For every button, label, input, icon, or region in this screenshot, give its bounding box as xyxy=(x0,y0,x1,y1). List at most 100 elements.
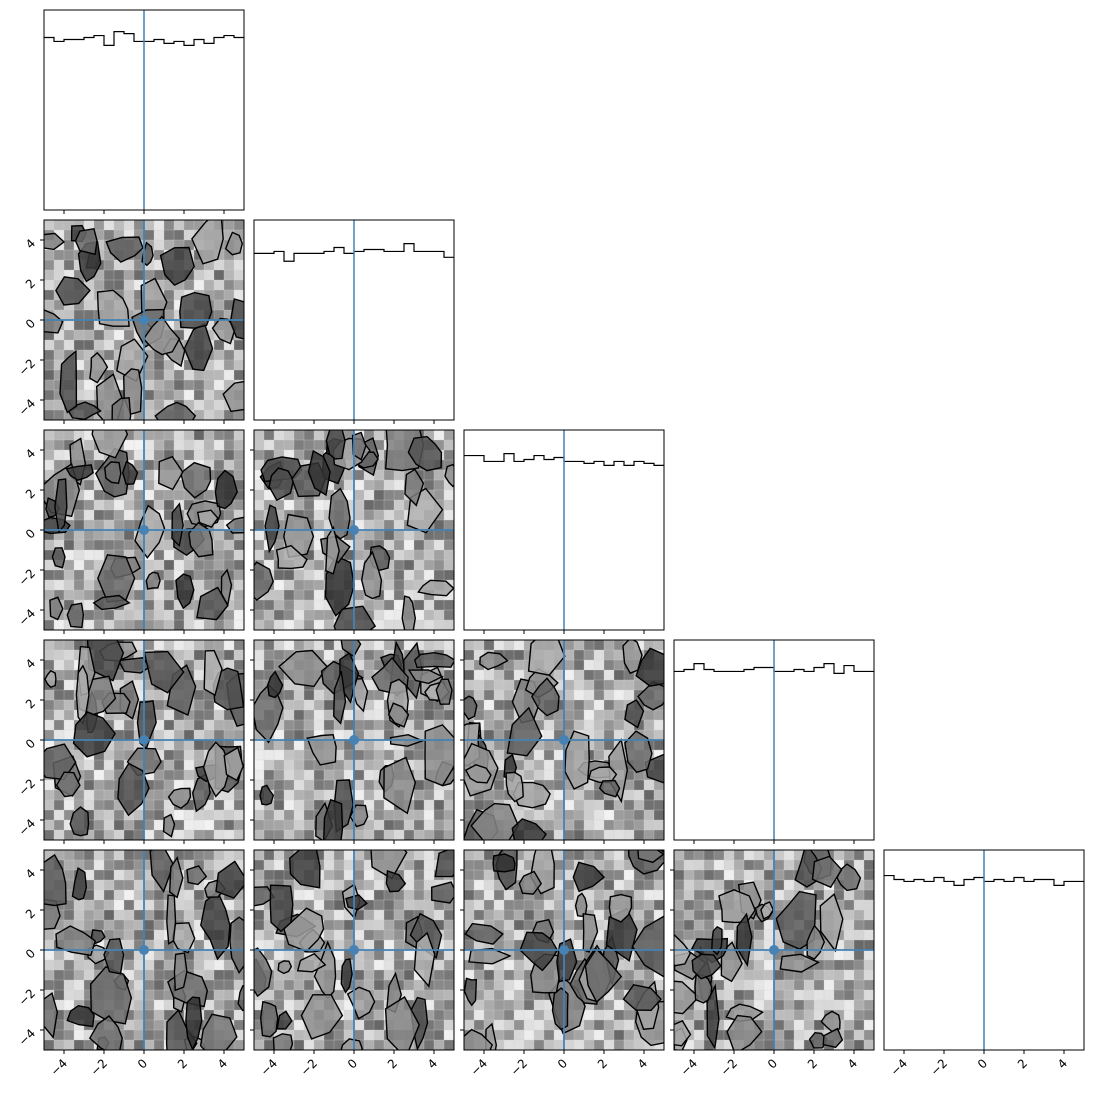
density-cell xyxy=(373,1039,385,1050)
density-cell xyxy=(383,499,395,511)
density-cell xyxy=(63,640,75,651)
density-cell xyxy=(313,699,325,711)
density-cell xyxy=(193,579,205,591)
density-cell xyxy=(103,329,115,341)
density-cell xyxy=(83,339,95,351)
density-cell xyxy=(443,1019,454,1031)
density-cell xyxy=(433,969,445,981)
density-cell xyxy=(403,959,415,971)
density-cell xyxy=(213,459,225,471)
density-cell xyxy=(793,1009,805,1021)
density-cell xyxy=(273,989,285,1001)
density-cell xyxy=(583,669,595,681)
density-cell xyxy=(123,889,135,901)
density-cell xyxy=(273,779,285,791)
density-cell xyxy=(503,909,515,921)
density-cell xyxy=(223,969,235,981)
density-cell xyxy=(363,889,375,901)
density-cell xyxy=(363,1029,375,1041)
contour xyxy=(259,784,275,806)
density-cell xyxy=(563,819,575,831)
density-cell xyxy=(573,669,585,681)
y-tick-label: 0 xyxy=(23,526,38,541)
density-cell xyxy=(643,969,655,981)
density-cell xyxy=(523,1009,535,1021)
density-cell xyxy=(103,749,115,761)
density-cell xyxy=(843,929,855,941)
density-cell xyxy=(313,619,325,630)
density-cell xyxy=(143,220,155,231)
density-cell xyxy=(263,869,275,881)
density-cell xyxy=(254,909,265,921)
density-cell xyxy=(44,969,55,981)
density-cell xyxy=(153,1029,165,1041)
density-cell xyxy=(83,609,95,621)
density-cell xyxy=(853,1019,865,1031)
density-cell xyxy=(353,719,365,731)
density-cell xyxy=(303,589,315,601)
density-cell xyxy=(363,829,375,840)
density-cell xyxy=(233,439,244,451)
density-cell xyxy=(223,649,235,661)
contour xyxy=(385,870,407,893)
density-cell xyxy=(233,649,244,661)
density-cell xyxy=(254,439,265,451)
density-cell xyxy=(83,479,95,491)
density-cell xyxy=(163,439,175,451)
density-cell xyxy=(633,909,645,921)
density-cell xyxy=(254,809,265,821)
density-cell xyxy=(283,749,295,761)
x-tick-label: 0 xyxy=(765,1056,780,1071)
density-cell xyxy=(863,879,874,891)
density-cell xyxy=(293,759,305,771)
density-cell xyxy=(403,559,415,571)
density-cell xyxy=(413,799,425,811)
density-cell xyxy=(133,609,145,621)
density-cell xyxy=(464,679,475,691)
density-cell xyxy=(123,879,135,891)
density-cell xyxy=(363,919,375,931)
density-cell xyxy=(83,389,95,401)
density-cell xyxy=(373,709,385,721)
density-cell xyxy=(143,469,155,481)
contour xyxy=(384,996,420,1050)
density-cell xyxy=(633,799,645,811)
density-cell xyxy=(223,259,235,271)
density-cell xyxy=(293,999,305,1011)
density-cell xyxy=(763,1039,775,1050)
density-cell xyxy=(553,769,565,781)
density-cell xyxy=(473,889,485,901)
density-cell xyxy=(393,929,405,941)
density-cell xyxy=(773,979,785,991)
contour xyxy=(51,547,66,569)
density-cell xyxy=(283,979,295,991)
density-cell xyxy=(853,969,865,981)
density-cell xyxy=(333,729,345,741)
density-cell xyxy=(113,850,125,861)
density-cell xyxy=(303,640,315,651)
density-cell xyxy=(843,909,855,921)
density-cell xyxy=(163,589,175,601)
density-cell xyxy=(383,829,395,840)
density-cell xyxy=(293,430,305,441)
density-cell xyxy=(63,589,75,601)
density-cell xyxy=(133,1009,145,1021)
y-tick-label: −2 xyxy=(16,356,38,378)
density-cell xyxy=(113,879,125,891)
density-cell xyxy=(53,439,65,451)
contour xyxy=(44,669,57,689)
density-cell xyxy=(773,850,785,861)
density-cell xyxy=(613,1029,625,1041)
contour xyxy=(351,431,367,461)
density-cell xyxy=(763,889,775,901)
hist-line xyxy=(44,31,244,46)
density-cell xyxy=(443,569,454,581)
density-cell xyxy=(353,469,365,481)
x-tick-label: 2 xyxy=(805,1056,820,1071)
density-cell xyxy=(44,389,55,401)
density-cell xyxy=(233,799,244,811)
density-cell xyxy=(273,569,285,581)
density-cell xyxy=(403,969,415,981)
density-cell xyxy=(73,539,85,551)
density-cell xyxy=(133,819,145,831)
